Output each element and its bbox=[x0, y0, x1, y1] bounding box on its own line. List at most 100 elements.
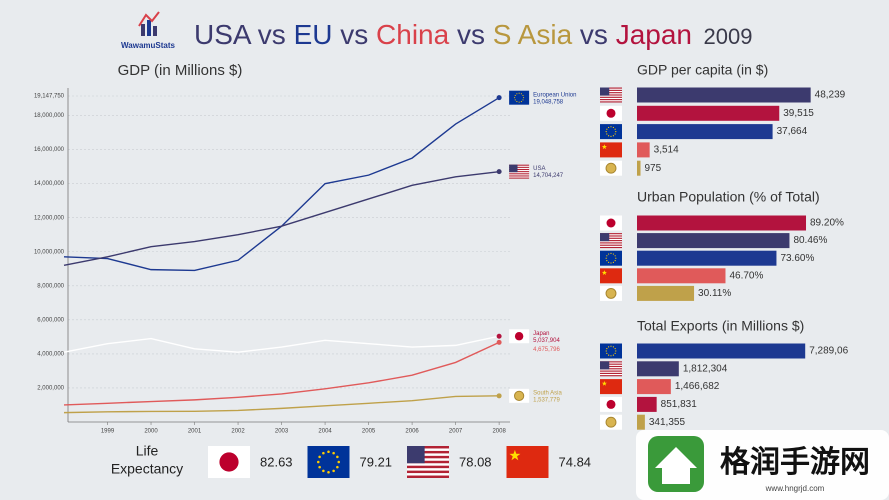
bar bbox=[637, 285, 695, 301]
flag-star bbox=[332, 451, 335, 455]
title-part: vs bbox=[572, 19, 616, 50]
flag-field bbox=[600, 142, 622, 158]
flag-emblem bbox=[514, 390, 525, 401]
flag-star bbox=[514, 94, 516, 97]
flag-star bbox=[336, 455, 339, 459]
flag bbox=[600, 379, 622, 395]
flag-star bbox=[610, 262, 612, 264]
flag-star bbox=[606, 133, 608, 135]
end-dot bbox=[496, 339, 502, 345]
flag-canton bbox=[407, 446, 425, 464]
flag-stripe bbox=[600, 242, 622, 244]
bar bbox=[637, 250, 777, 266]
flag-stripe bbox=[600, 361, 622, 363]
series-line bbox=[63, 335, 500, 353]
flag-stripe bbox=[600, 233, 622, 235]
bar bbox=[637, 361, 679, 377]
watermark-url: www.hngrjd.com bbox=[765, 484, 825, 493]
flag-stripe bbox=[509, 177, 530, 179]
flag-emblem bbox=[605, 162, 617, 174]
flag-stripe bbox=[600, 87, 622, 89]
bar bbox=[637, 160, 641, 176]
flag-star bbox=[322, 451, 325, 455]
flag-star bbox=[612, 126, 615, 129]
flag-disc bbox=[606, 399, 616, 409]
flag-star bbox=[614, 260, 616, 262]
flag bbox=[600, 250, 622, 266]
chart-title: Total Exports (in Millions $) bbox=[637, 318, 804, 334]
bar-label: 48,239 bbox=[815, 90, 846, 101]
flag-star bbox=[615, 131, 617, 133]
y-tick-label: 19,147,750 bbox=[34, 94, 65, 100]
y-tick-label: 14,000,000 bbox=[34, 181, 65, 187]
row-value: 78.08 bbox=[459, 454, 492, 469]
row-value: 82.63 bbox=[260, 454, 293, 469]
main-title: USA vs EU vs China vs S Asia vs Japan bbox=[194, 19, 692, 50]
series-line bbox=[63, 341, 500, 406]
flag-stripe bbox=[600, 240, 622, 242]
x-tick-label: 2005 bbox=[362, 429, 376, 435]
logo-text: WawamuStats bbox=[121, 41, 175, 50]
flag-star bbox=[610, 135, 612, 137]
flag-stripe bbox=[600, 235, 622, 237]
flag-star bbox=[614, 128, 616, 130]
flag-stripe bbox=[600, 363, 622, 365]
flag-stripe bbox=[509, 171, 530, 173]
flag bbox=[600, 268, 622, 284]
row-title: Life bbox=[136, 443, 159, 459]
flag-star bbox=[516, 93, 518, 95]
flag-star bbox=[608, 346, 610, 348]
flag-star bbox=[606, 352, 608, 354]
flag bbox=[600, 396, 622, 412]
x-tick-label: 2002 bbox=[231, 429, 245, 435]
flag-disc bbox=[514, 332, 524, 341]
flag-star bbox=[610, 252, 612, 254]
end-label: 14,704,247 bbox=[533, 173, 564, 179]
flag-star bbox=[516, 101, 518, 103]
flag-stripe bbox=[600, 89, 622, 91]
series-line bbox=[63, 395, 500, 414]
flag-canton bbox=[509, 164, 518, 173]
flag bbox=[509, 329, 530, 344]
flag-star bbox=[606, 255, 608, 257]
bar-label: 80.46% bbox=[793, 235, 827, 246]
flag-star bbox=[520, 93, 522, 95]
flag-stripe bbox=[600, 246, 622, 249]
series-line bbox=[63, 170, 500, 267]
flag-star bbox=[327, 450, 330, 454]
flag-star bbox=[612, 346, 615, 348]
flag-stripe bbox=[600, 244, 622, 246]
flag-star bbox=[514, 99, 516, 101]
y-tick-label: 16,000,000 bbox=[34, 147, 65, 153]
flag-star bbox=[605, 350, 607, 352]
flag-stripe bbox=[407, 455, 449, 459]
flag bbox=[509, 164, 530, 179]
flag-star bbox=[608, 261, 610, 263]
logo: WawamuStats bbox=[121, 11, 176, 50]
flag-stripe bbox=[509, 164, 530, 166]
bar bbox=[637, 414, 645, 430]
flag-field bbox=[600, 379, 622, 395]
bar bbox=[637, 215, 807, 231]
watermark-name: 格润手游网 bbox=[720, 445, 870, 479]
row-value: 74.84 bbox=[559, 454, 592, 469]
flag-field bbox=[506, 446, 549, 478]
x-tick-label: 2006 bbox=[405, 429, 419, 435]
series-name: USA bbox=[533, 166, 545, 172]
bar-label: 1,466,682 bbox=[675, 381, 720, 392]
flag-star bbox=[614, 348, 616, 350]
flag-star bbox=[606, 128, 608, 130]
flag-disc bbox=[606, 108, 616, 118]
x-tick-label: 2004 bbox=[318, 429, 332, 435]
series-name: South Asia bbox=[533, 390, 562, 396]
bar bbox=[637, 396, 657, 412]
flag-star bbox=[615, 257, 617, 259]
bar-label: 7,289,06 bbox=[809, 346, 848, 357]
bar-label: 37,664 bbox=[777, 126, 808, 137]
flag-star bbox=[518, 101, 520, 103]
flag-stripe bbox=[407, 460, 449, 464]
flag-stripe bbox=[407, 465, 449, 469]
flag-star bbox=[327, 470, 330, 474]
end-label: 1,537,779 bbox=[533, 397, 560, 403]
